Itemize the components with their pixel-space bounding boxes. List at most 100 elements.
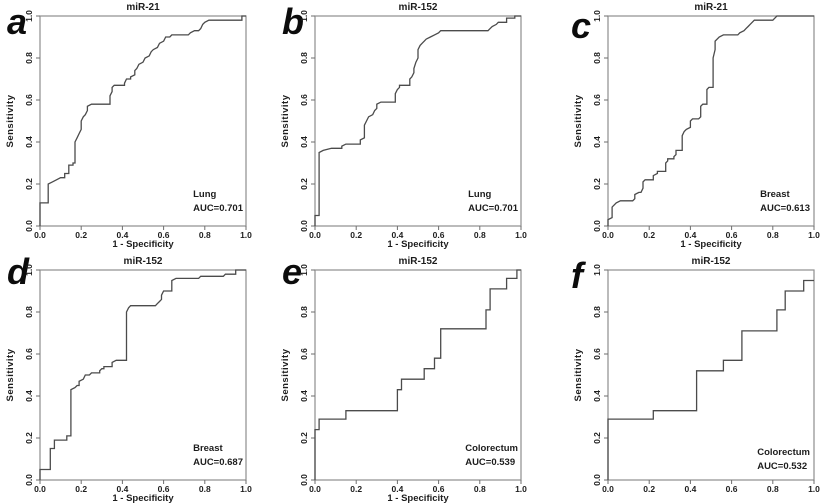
roc-plot-b: miR-152 Sensitivity 1 - Specificity 0.0 0… [280,2,527,250]
plot-area: 0.0 0.2 0.4 0.6 0.8 1.0 0.0 0.2 0.4 0.6 0.8 1.0 [299,264,527,494]
y-axis-label: Sensitivity [5,348,16,401]
panel-a: a miR-21 Sensitivity 1 - Specificity 0.0… [0,0,275,250]
svg-text:0.2: 0.2 [24,178,34,190]
annotation-auc: AUC=0.613 [760,202,810,214]
panel-c: c miR-21 Sensitivity 1 - Specificity 0.0… [550,0,824,250]
svg-text:0.4: 0.4 [592,136,602,148]
y-axis-label: Sensitivity [573,348,584,401]
chart-title: miR-21 [694,2,728,13]
svg-text:0.8: 0.8 [592,52,602,64]
svg-text:0.0: 0.0 [592,474,602,486]
svg-text:0.0: 0.0 [24,474,34,486]
svg-text:0.4: 0.4 [684,230,696,240]
annotation-auc: AUC=0.687 [193,456,243,468]
svg-text:0.8: 0.8 [199,484,211,494]
svg-text:0.8: 0.8 [592,306,602,318]
plot-area: 0.0 0.2 0.4 0.6 0.8 1.0 0.0 0.2 0.4 0.6 0.8 1.0 [24,264,252,494]
svg-text:0.8: 0.8 [474,484,486,494]
svg-text:0.6: 0.6 [299,94,309,106]
svg-text:0.4: 0.4 [592,390,602,402]
svg-text:0.6: 0.6 [158,484,170,494]
panel-letter: b [282,1,304,42]
svg-text:0.2: 0.2 [643,484,655,494]
y-axis-label: Sensitivity [573,94,584,147]
svg-text:0.6: 0.6 [433,230,445,240]
panel-letter: d [7,251,29,292]
roc-plot-c: miR-21 Sensitivity 1 - Specificity 0.0 0.… [573,2,820,250]
annotation: Colorectum AUC=0.539 [465,442,518,469]
svg-text:0.2: 0.2 [643,230,655,240]
annotation-site: Breast [193,443,223,454]
plot-area: 0.0 0.2 0.4 0.6 0.8 1.0 0.0 0.2 0.4 0.6 0.8 1.0 [299,10,527,240]
svg-text:0.2: 0.2 [592,432,602,444]
svg-text:0.0: 0.0 [34,230,46,240]
svg-text:0.8: 0.8 [24,306,34,318]
x-axis-label: 1 - Specificity [112,239,174,250]
svg-text:0.8: 0.8 [199,230,211,240]
chart-title: miR-152 [124,256,163,267]
svg-text:0.8: 0.8 [299,52,309,64]
annotation-site: Lung [193,189,217,200]
svg-text:0.0: 0.0 [299,474,309,486]
svg-text:1.0: 1.0 [24,264,34,276]
svg-text:0.8: 0.8 [767,484,779,494]
panel-f: f miR-152 Sensitivity 0.0 0.2 0.4 0.6 0.8 1.0… [550,250,824,504]
y-axis-label: Sensitivity [280,348,291,401]
svg-text:0.6: 0.6 [592,348,602,360]
svg-text:0.6: 0.6 [299,348,309,360]
roc-plot-a: miR-21 Sensitivity 1 - Specificity 0.0 0.… [5,2,252,250]
svg-text:0.2: 0.2 [299,178,309,190]
annotation-site: Breast [760,189,790,200]
svg-text:1.0: 1.0 [592,264,602,276]
svg-text:0.8: 0.8 [474,230,486,240]
annotation-site: Colorectum [757,447,810,458]
svg-text:0.6: 0.6 [433,484,445,494]
svg-text:0.4: 0.4 [391,484,403,494]
svg-text:0.6: 0.6 [24,94,34,106]
svg-text:0.6: 0.6 [726,230,738,240]
roc-plot-f: miR-152 Sensitivity 0.0 0.2 0.4 0.6 0.8 1.0 0.… [573,256,820,494]
svg-text:1.0: 1.0 [24,10,34,22]
annotation: Colorectum AUC=0.532 [757,446,810,473]
svg-text:0.4: 0.4 [24,136,34,148]
panel-b: b miR-152 Sensitivity 1 - Specificity 0.… [275,0,550,250]
svg-text:0.4: 0.4 [391,230,403,240]
annotation-auc: AUC=0.539 [465,456,516,468]
svg-text:0.4: 0.4 [116,230,128,240]
plot-area: 0.0 0.2 0.4 0.6 0.8 1.0 0.0 0.2 0.4 0.6 0.8 1.0 [24,10,252,240]
svg-text:0.2: 0.2 [24,432,34,444]
svg-text:0.0: 0.0 [602,230,614,240]
chart-title: miR-152 [692,256,731,267]
svg-text:1.0: 1.0 [808,484,820,494]
svg-text:0.2: 0.2 [299,432,309,444]
plot-area: 0.0 0.2 0.4 0.6 0.8 1.0 0.0 0.2 0.4 0.6 0.8 1.0 [592,10,820,240]
chart-title: miR-152 [399,256,438,267]
svg-text:0.2: 0.2 [350,484,362,494]
svg-text:0.2: 0.2 [592,178,602,190]
annotation-auc: AUC=0.532 [757,460,808,472]
annotation-auc: AUC=0.701 [193,202,243,214]
chart-title: miR-21 [126,2,160,13]
roc-plot-d: miR-152 Sensitivity 1 - Specificity 0.0 0… [5,256,252,504]
annotation: Lung AUC=0.701 [468,188,518,215]
svg-text:0.0: 0.0 [592,220,602,232]
panel-letter: a [7,1,28,42]
panel-letter: e [282,251,303,292]
svg-text:0.0: 0.0 [34,484,46,494]
svg-text:0.8: 0.8 [299,306,309,318]
svg-text:0.0: 0.0 [309,230,321,240]
svg-text:0.0: 0.0 [602,484,614,494]
chart-title: miR-152 [399,2,438,13]
y-axis-label: Sensitivity [5,94,16,147]
svg-text:1.0: 1.0 [808,230,820,240]
svg-text:0.6: 0.6 [726,484,738,494]
svg-text:0.8: 0.8 [24,52,34,64]
svg-text:0.2: 0.2 [350,230,362,240]
panel-e: e miR-152 Sensitivity 1 - Specificity 0.… [275,250,550,504]
svg-text:1.0: 1.0 [515,230,527,240]
svg-text:0.6: 0.6 [158,230,170,240]
svg-text:1.0: 1.0 [240,484,252,494]
panel-letter: f [571,255,583,296]
svg-text:0.4: 0.4 [24,390,34,402]
